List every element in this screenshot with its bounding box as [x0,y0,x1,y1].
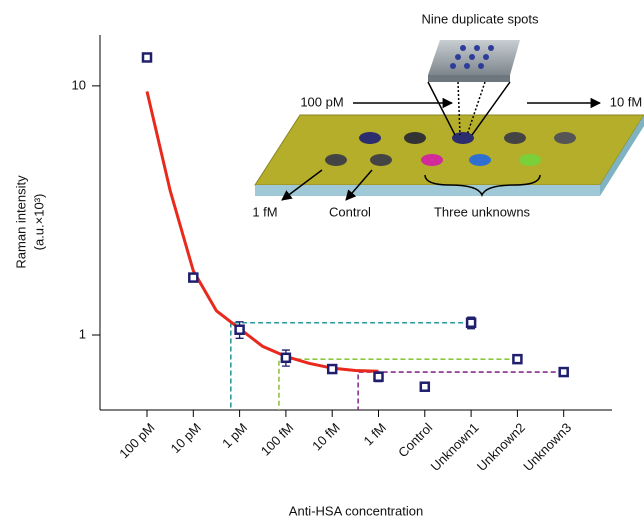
point [328,365,336,373]
point [467,319,475,327]
x-tick-label: 10 pM [168,420,204,456]
slab-side [255,185,600,196]
annotation: Control [329,204,371,219]
annotation: Three unknowns [434,204,531,219]
annotation: 100 pM [300,94,343,109]
x-tick-label: 1 pM [219,420,250,451]
point [143,53,151,61]
y-axis-label: Raman intensity [13,175,28,269]
annotation: 10 fM [610,94,643,109]
inset: Nine duplicate spots 100 pM 10 fM 1 fM C… [252,11,644,219]
point [560,368,568,376]
y-tick-label: 1 [79,326,86,341]
guide-line [358,372,564,410]
annotation: Nine duplicate spots [421,11,539,26]
point [236,326,244,334]
point [375,373,383,381]
x-tick-label: Unknown2 [474,420,528,474]
guide-line [231,323,471,410]
x-tick-label: 1 fM [361,420,389,448]
y-tick-label: 10 [72,77,86,92]
page: Nine duplicate spots 100 pM 10 fM 1 fM C… [0,0,644,530]
x-tick-label: 10 fM [309,420,343,454]
annotation: 1 fM [252,204,277,219]
point [282,354,290,362]
x-tick-label: 100 pM [116,420,157,461]
chip [428,75,510,82]
x-tick-label: Control [395,420,435,460]
chart: Nine duplicate spots 100 pM 10 fM 1 fM C… [0,0,644,525]
guide-line [279,359,517,410]
point [513,355,521,363]
point [421,383,429,391]
x-tick-label: 100 fM [258,420,297,459]
x-tick-label: Unknown1 [428,420,482,474]
y-axis-label: (a.u.×10³) [31,194,46,251]
point [189,274,197,282]
x-tick-label: Unknown3 [520,420,574,474]
x-axis-label: Anti-HSA concentration [289,503,423,518]
